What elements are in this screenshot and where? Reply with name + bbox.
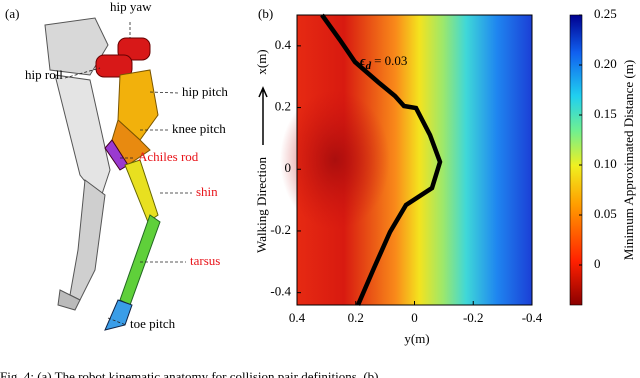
colorbar: [569, 14, 583, 306]
direction-arrow: [258, 86, 268, 145]
colorbar-tick-label: 0.20: [594, 56, 617, 71]
y-tick-label: 0.2: [275, 99, 291, 114]
colorbar-label: Minimum Approximated Distance (m): [621, 60, 636, 260]
x-tick-label: -0.2: [463, 310, 484, 325]
symbol: ϵ: [360, 53, 366, 68]
annotation: shin: [196, 184, 218, 199]
colorbar-tick-label: 0.10: [594, 156, 617, 171]
colorbar-tick-label: 0.15: [594, 106, 617, 121]
annotation: knee pitch: [172, 121, 226, 136]
panel-label: (a): [5, 6, 19, 21]
leader-line: [64, 67, 101, 79]
colorbar-tick-label: 0: [594, 256, 601, 271]
contour-line: [320, 13, 443, 306]
leader-line: [107, 317, 127, 326]
colorbar-tick-label: 0.05: [594, 206, 617, 221]
caption: Fig. 4: (a) The robot kinematic anatomy …: [0, 369, 378, 378]
y-axis-label: x(m): [254, 49, 269, 74]
y-tick-label: -0.4: [270, 284, 291, 299]
x-tick-label: 0.4: [289, 310, 306, 325]
annotation: toe pitch: [130, 316, 176, 331]
annotation: hip yaw: [110, 0, 152, 14]
annotation: Achiles rod: [138, 149, 199, 164]
contour-label: ϵd = 0.03: [360, 53, 407, 72]
annotation: tarsus: [190, 253, 220, 268]
colorbar-tick-label: 0.25: [594, 6, 617, 21]
annotation: hip roll: [25, 67, 63, 82]
x-tick-label: 0.2: [348, 310, 364, 325]
x-axis-label: y(m): [404, 331, 429, 346]
y-axis-note: Walking Direction: [254, 156, 269, 253]
x-tick-label: -0.4: [522, 310, 543, 325]
subscript: d: [366, 60, 372, 72]
y-tick-label: 0: [285, 160, 292, 175]
robot-illustration: [44, 17, 161, 331]
heatmap-core: [280, 90, 390, 230]
contour-value: = 0.03: [374, 53, 407, 68]
x-tick-label: 0: [411, 310, 418, 325]
annotation: hip pitch: [182, 84, 228, 99]
panel-label: (b): [258, 6, 273, 21]
y-tick-label: -0.2: [270, 222, 291, 237]
y-tick-label: 0.4: [275, 37, 292, 52]
